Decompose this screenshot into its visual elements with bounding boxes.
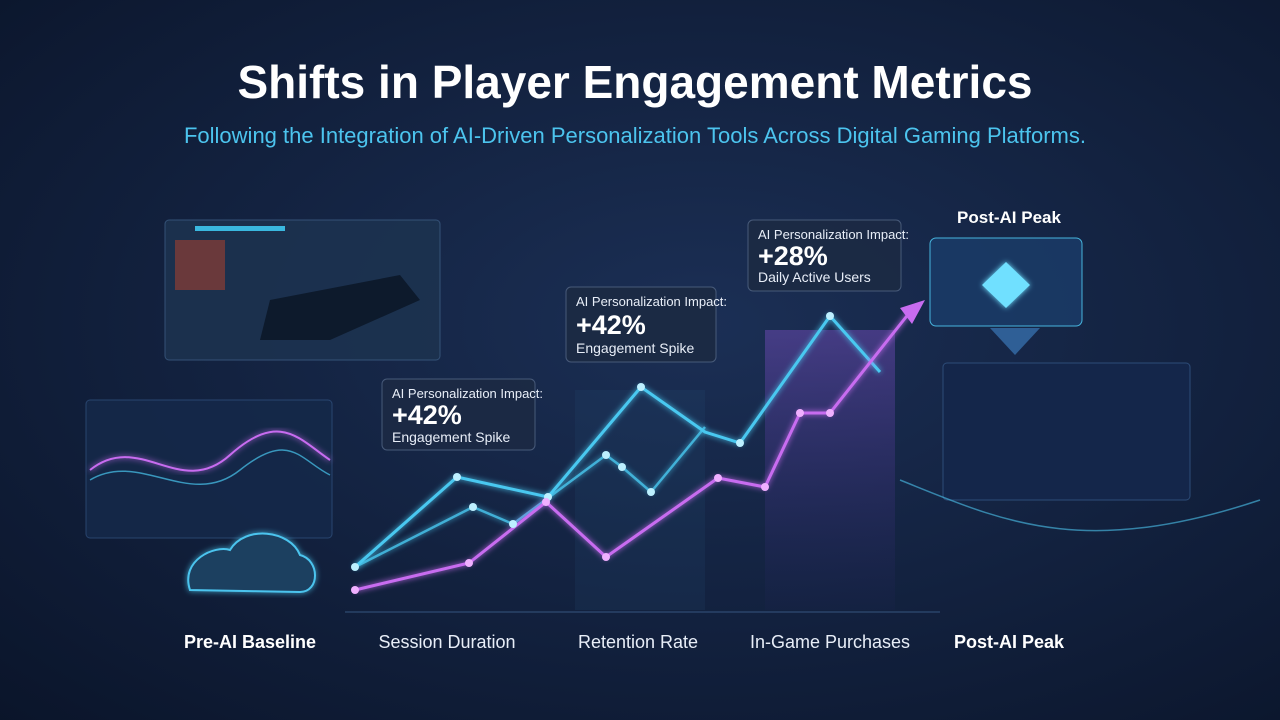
stage-label: Retention Rate [578, 632, 698, 652]
stage-label: Session Duration [378, 632, 515, 652]
item-grid [929, 237, 1191, 501]
decor-wave [899, 479, 1261, 532]
peak-label: Post-AI Peak [957, 208, 1061, 227]
callout-heading: AI Personalization Impact: [758, 227, 909, 242]
callout-value: +28% [758, 241, 828, 271]
stage-label: In-Game Purchases [750, 632, 910, 652]
subtitle: Following the Integration of AI-Driven P… [184, 123, 1086, 148]
callout-label: Engagement Spike [392, 429, 511, 445]
stage-label: Post-AI Peak [954, 632, 1065, 652]
game-screenshot [164, 219, 441, 361]
callout-heading: AI Personalization Impact: [392, 386, 543, 401]
callout-label: Daily Active Users [758, 269, 871, 285]
callout-value: +42% [576, 310, 646, 340]
callout: AI Personalization Impact: +42% Engageme… [565, 286, 727, 363]
stage-label: Pre-AI Baseline [184, 632, 316, 652]
trend-lines [345, 300, 940, 613]
callout-label: Engagement Spike [576, 340, 695, 356]
wave-panel [85, 399, 333, 594]
title: Shifts in Player Engagement Metrics [237, 56, 1032, 108]
callout-heading: AI Personalization Impact: [576, 294, 727, 309]
callout: AI Personalization Impact: +28% Daily Ac… [747, 219, 909, 292]
callout-value: +42% [392, 400, 462, 430]
callout: AI Personalization Impact: +42% Engageme… [381, 378, 543, 451]
